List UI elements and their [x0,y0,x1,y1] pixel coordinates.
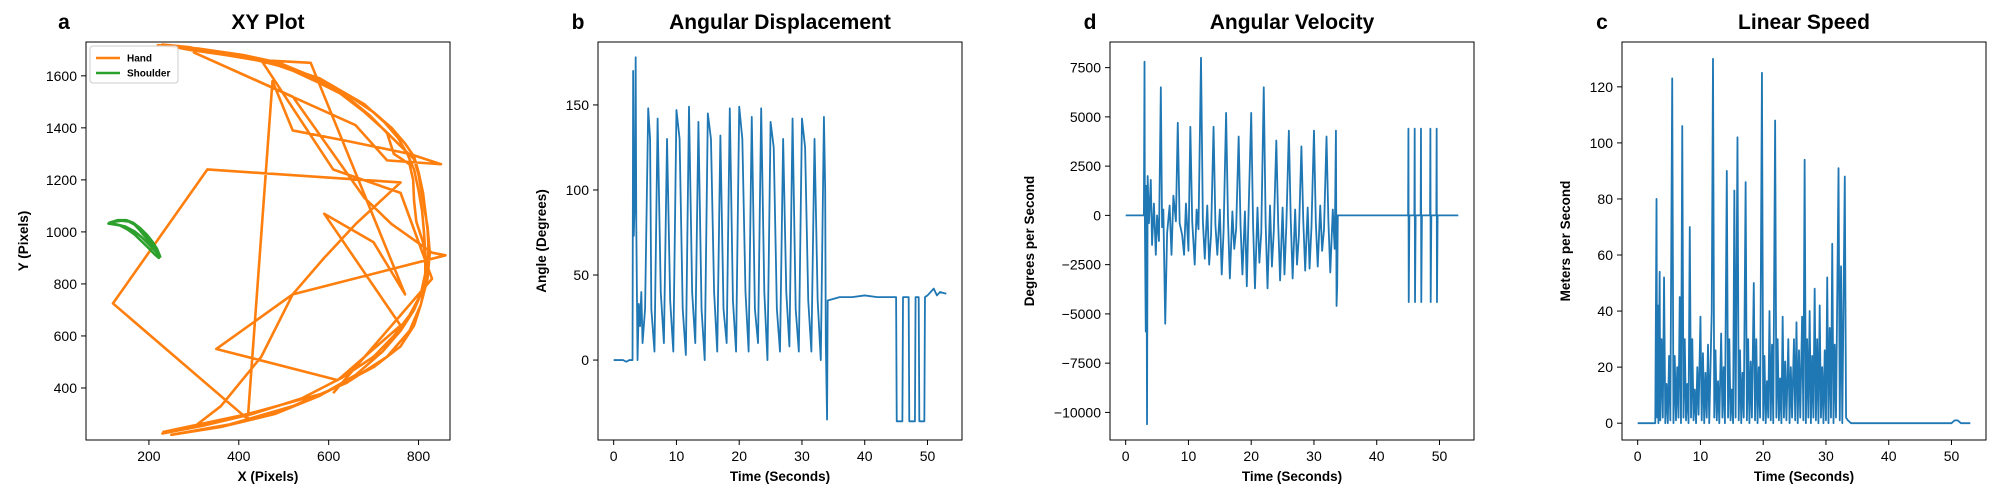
y-tick-label: 800 [54,276,78,292]
y-tick-label: −2500 [1062,257,1102,273]
y-tick-label: 5000 [1070,109,1101,125]
x-tick-label: 50 [920,448,936,464]
x-tick-label: 10 [669,448,685,464]
panel-d: 0 10 20 30 40 50 −10000 −7500 −5000 −2500 0 2500 500… [1022,11,1475,484]
x-tick-label: 30 [1306,448,1322,464]
series-line-main [1125,56,1459,426]
y-tick-label: 1200 [46,172,77,188]
legend: Hand Shoulder [89,45,179,84]
panel-letter: a [58,11,70,34]
plot-frame [597,41,963,441]
y-tick-label: 150 [566,97,590,113]
y-tick-label: −10000 [1054,404,1101,420]
panel-b: 0 10 20 30 40 50 0 50 100 150 Angular Displacement… [534,11,963,484]
y-tick-label: 600 [54,328,78,344]
x-tick-label: 600 [317,448,341,464]
y-tick-label: −7500 [1062,355,1102,371]
y-tick-label: 20 [1597,359,1613,375]
legend-label-shoulder: Shoulder [127,69,170,80]
y-tick-label: 80 [1597,191,1613,207]
y-axis-label: Y (Pixels) [16,211,31,272]
y-tick-label: 50 [573,267,589,283]
panel-letter: d [1084,11,1097,34]
y-tick-label: 7500 [1070,60,1101,76]
x-tick-label: 10 [1181,448,1197,464]
plot-frame [1621,41,1987,441]
x-tick-label: 40 [1369,448,1385,464]
chart-title: XY Plot [231,11,304,34]
y-tick-label: 2500 [1070,158,1101,174]
x-tick-label: 800 [407,448,431,464]
x-tick-label: 0 [610,448,618,464]
x-tick-label: 30 [1818,448,1834,464]
x-tick-label: 20 [1243,448,1259,464]
x-axis-label: Time (Seconds) [1754,469,1854,484]
plot-frame [85,41,451,441]
y-tick-label: 40 [1597,303,1613,319]
series-line-main [1637,57,1971,425]
y-tick-label: 100 [1590,135,1614,151]
series-line-shoulder [107,218,162,260]
y-axis-label: Degrees per Second [1022,176,1037,307]
x-tick-label: 50 [1944,448,1960,464]
x-tick-label: 200 [137,448,161,464]
y-tick-label: −5000 [1062,306,1102,322]
y-tick-label: 1000 [46,224,77,240]
x-tick-label: 40 [1881,448,1897,464]
x-tick-label: 0 [1122,448,1130,464]
y-tick-label: 120 [1590,79,1614,95]
y-axis-label: Meters per Second [1558,181,1573,302]
x-tick-label: 50 [1432,448,1448,464]
chart-title: Angular Displacement [669,11,891,34]
x-axis-label: X (Pixels) [238,469,299,484]
panel-c: 0 10 20 30 40 50 0 20 40 60 80 100 120 Linear Speed c T… [1558,11,1987,484]
panel-letter: b [572,11,585,34]
y-tick-label: 400 [54,380,78,396]
x-axis-label: Time (Seconds) [1242,469,1342,484]
legend-label-hand: Hand [127,54,152,65]
series-line-hand [111,43,447,437]
x-tick-label: 20 [1755,448,1771,464]
chart-title: Angular Velocity [1210,11,1375,34]
x-tick-label: 40 [857,448,873,464]
y-tick-label: 0 [581,352,589,368]
x-tick-label: 0 [1634,448,1642,464]
y-tick-label: 100 [566,182,590,198]
y-tick-label: 0 [1605,415,1613,431]
y-tick-label: 0 [1093,207,1101,223]
x-tick-label: 30 [794,448,810,464]
y-tick-label: 60 [1597,247,1613,263]
x-tick-label: 10 [1693,448,1709,464]
y-tick-label: 1600 [46,68,77,84]
x-tick-label: 20 [731,448,747,464]
x-axis-label: Time (Seconds) [730,469,830,484]
chart-title: Linear Speed [1738,11,1870,34]
y-tick-label: 1400 [46,120,77,136]
plot-frame [1109,41,1475,441]
panel-a: 200 400 600 800 400 600 800 1000 1200 1400 1600 XY … [16,11,451,484]
y-axis-label: Angle (Degrees) [534,189,549,293]
series-line-main [613,56,947,423]
x-tick-label: 400 [227,448,251,464]
panel-letter: c [1596,11,1608,34]
